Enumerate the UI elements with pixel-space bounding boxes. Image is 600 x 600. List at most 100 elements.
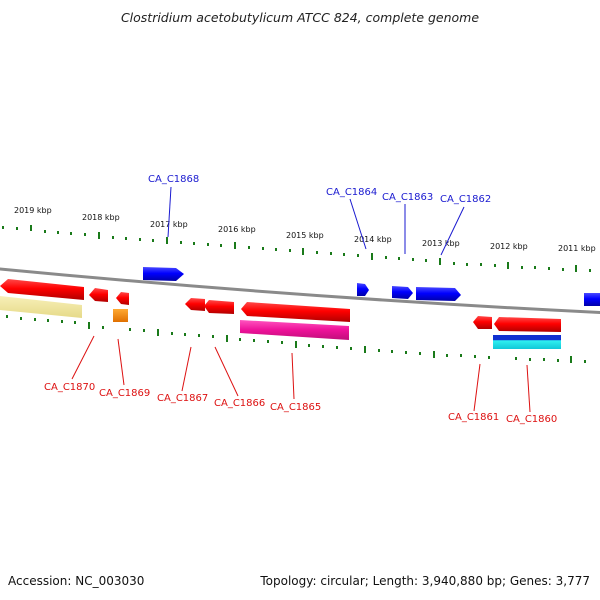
leader-line xyxy=(117,338,125,386)
minor-tick xyxy=(139,238,141,241)
gene-label-CA_C1864[interactable]: CA_C1864 xyxy=(326,187,377,198)
gene-arrow-CA_C1864[interactable] xyxy=(357,283,369,296)
gene-arrow-CA_C1867[interactable] xyxy=(185,298,205,311)
minor-tick xyxy=(47,319,49,322)
minor-tick xyxy=(474,355,476,358)
minor-tick xyxy=(289,249,291,252)
minor-tick xyxy=(207,243,209,246)
genome-summary-text: Topology: circular; Length: 3,940,880 bp… xyxy=(260,574,590,588)
tick-label: 2018 kbp xyxy=(82,213,120,222)
minor-tick xyxy=(34,318,36,321)
minor-tick xyxy=(57,231,59,234)
gene-label-CA_C1867[interactable]: CA_C1867 xyxy=(157,393,208,404)
major-tick xyxy=(295,341,297,348)
major-tick xyxy=(364,346,366,353)
minor-tick xyxy=(589,269,591,272)
minor-tick xyxy=(419,352,421,355)
leader-line xyxy=(349,198,367,250)
minor-tick xyxy=(248,246,250,249)
minor-tick xyxy=(534,266,536,269)
major-tick xyxy=(157,329,159,336)
gene-arrow-CA_C1868[interactable] xyxy=(143,267,184,281)
minor-tick xyxy=(453,262,455,265)
gene-label-CA_C1861[interactable]: CA_C1861 xyxy=(448,412,499,423)
gene-label-CA_C1870[interactable]: CA_C1870 xyxy=(44,382,95,393)
gene-arrow-CA_C1865[interactable] xyxy=(241,302,350,322)
minor-tick xyxy=(74,321,76,324)
leader-line xyxy=(440,206,465,256)
leader-line xyxy=(167,186,172,238)
minor-tick xyxy=(562,268,564,271)
leader-line xyxy=(526,364,531,413)
minor-tick xyxy=(308,344,310,347)
minor-tick xyxy=(330,252,332,255)
gene-label-CA_C1860[interactable]: CA_C1860 xyxy=(506,414,557,425)
tick-label: 2013 kbp xyxy=(422,239,460,248)
gene-arrow-CA_C1861[interactable] xyxy=(473,316,492,329)
tick-label: 2011 kbp xyxy=(558,244,596,253)
minor-tick xyxy=(316,251,318,254)
major-tick xyxy=(234,242,236,249)
major-tick xyxy=(226,335,228,342)
minor-tick xyxy=(322,345,324,348)
gene-label-CA_C1862[interactable]: CA_C1862 xyxy=(440,194,491,205)
minor-tick xyxy=(343,253,345,256)
minor-tick xyxy=(480,263,482,266)
minor-tick xyxy=(391,350,393,353)
minor-tick xyxy=(281,341,283,344)
orange-feature[interactable] xyxy=(113,309,128,322)
minor-tick xyxy=(543,358,545,361)
gene-arrow-CA_C1866[interactable] xyxy=(204,300,234,314)
minor-tick xyxy=(262,247,264,250)
gene-label-CA_C1866[interactable]: CA_C1866 xyxy=(214,398,265,409)
minor-tick xyxy=(425,259,427,262)
gene-label-CA_C1863[interactable]: CA_C1863 xyxy=(382,192,433,203)
gene-label-CA_C1865[interactable]: CA_C1865 xyxy=(270,402,321,413)
leader-line xyxy=(291,352,295,400)
minor-tick xyxy=(16,227,18,230)
other-features xyxy=(0,296,561,349)
magenta-feature[interactable] xyxy=(240,320,349,340)
gene-arrow-right-edge[interactable] xyxy=(584,293,600,306)
minor-tick xyxy=(584,360,586,363)
gene-arrow-CA_C1862[interactable] xyxy=(416,287,461,301)
tick-label: 2014 kbp xyxy=(354,235,392,244)
gene-arrow-CA_C1860[interactable] xyxy=(494,317,561,332)
map-title: Clostridium acetobutylicum ATCC 824, com… xyxy=(120,10,480,25)
minor-tick xyxy=(171,332,173,335)
tick-label: 2015 kbp xyxy=(286,231,324,240)
minor-tick xyxy=(446,354,448,357)
gene-arrow-CA_C1869b[interactable] xyxy=(116,292,129,305)
minor-tick xyxy=(184,333,186,336)
gene-arrow-CA_C1869[interactable] xyxy=(89,288,108,302)
minor-tick xyxy=(193,242,195,245)
minor-tick xyxy=(70,232,72,235)
bottom-leaders xyxy=(71,335,531,413)
gene-arrow-CA_C1870[interactable] xyxy=(0,279,84,300)
minor-tick xyxy=(220,244,222,247)
gene-arrow-CA_C1863[interactable] xyxy=(392,286,413,299)
gene-label-CA_C1869[interactable]: CA_C1869 xyxy=(99,388,150,399)
coordinate-labels: 2019 kbp 2018 kbp 2017 kbp 2016 kbp 2015… xyxy=(14,206,596,253)
minor-tick xyxy=(239,338,241,341)
minor-tick xyxy=(2,226,4,229)
accession-text: Accession: NC_003030 xyxy=(8,574,145,588)
minor-tick xyxy=(529,358,531,361)
minor-tick xyxy=(44,230,46,233)
minor-tick xyxy=(102,326,104,329)
leader-line xyxy=(214,346,239,397)
minor-tick xyxy=(336,346,338,349)
gene-label-CA_C1868[interactable]: CA_C1868 xyxy=(148,174,199,185)
khaki-feature[interactable] xyxy=(0,296,82,318)
minor-tick xyxy=(412,258,414,261)
major-tick xyxy=(302,248,304,255)
cyan-feature[interactable] xyxy=(493,335,561,349)
minor-tick xyxy=(466,263,468,266)
minor-tick xyxy=(557,359,559,362)
minor-tick xyxy=(405,351,407,354)
bottom-gene-labels: CA_C1870 CA_C1869 CA_C1867 CA_C1866 CA_C… xyxy=(44,382,557,425)
minor-tick xyxy=(180,241,182,244)
major-tick xyxy=(30,225,32,231)
minor-tick xyxy=(385,256,387,259)
